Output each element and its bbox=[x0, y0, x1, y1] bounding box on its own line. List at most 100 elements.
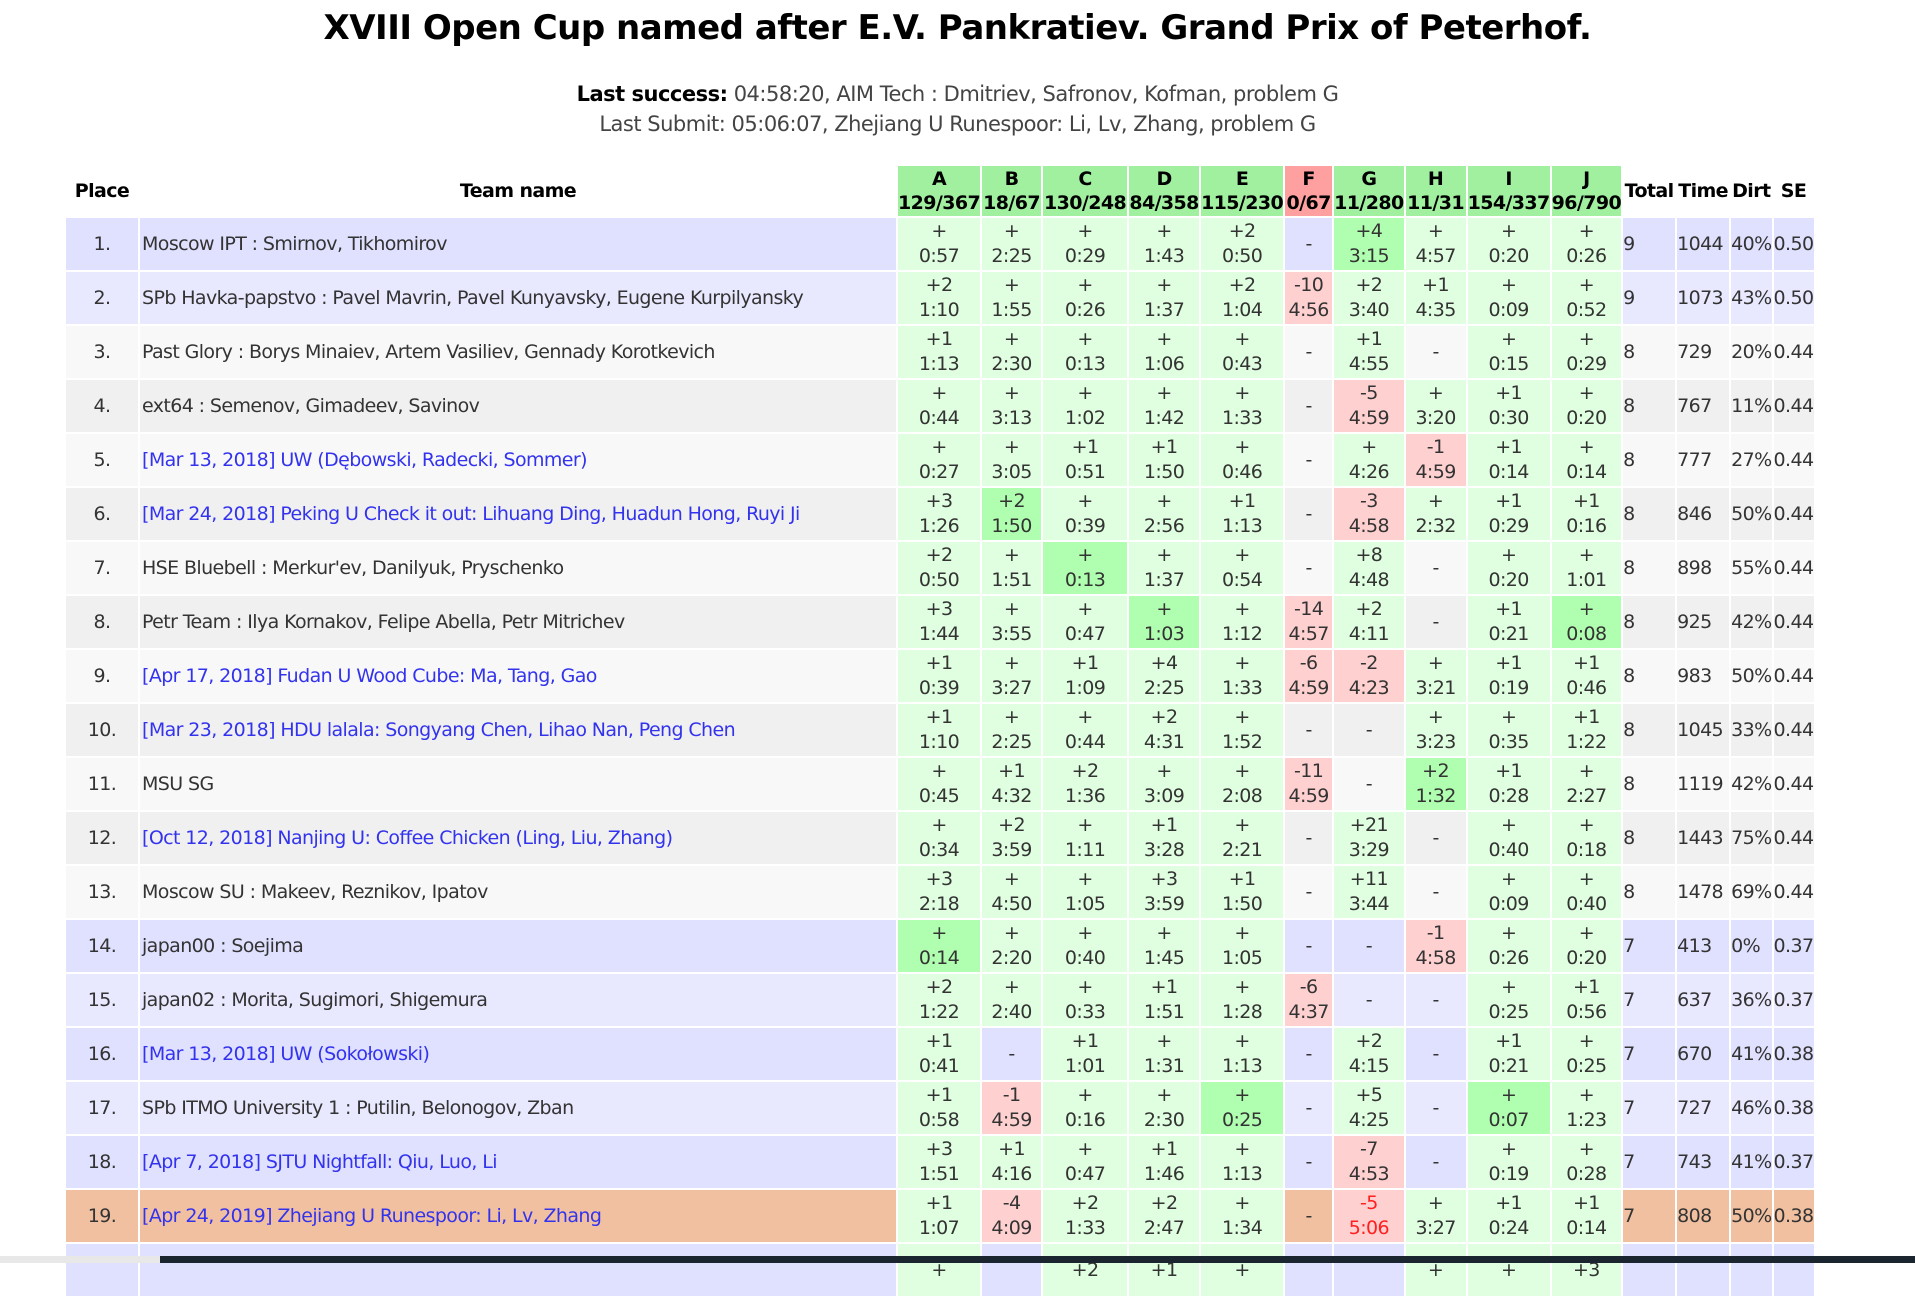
solve-time: 0:20 bbox=[1488, 569, 1529, 591]
attempts: + bbox=[1427, 1192, 1444, 1214]
result-cell-g: - bbox=[1334, 758, 1404, 810]
result-cell-f: -14 4:57 bbox=[1285, 596, 1333, 648]
problem-header-g[interactable]: G 11/280 bbox=[1334, 166, 1404, 216]
result-cell-j: +0:20 bbox=[1551, 920, 1622, 972]
result-cell-c: +1 1:09 bbox=[1043, 650, 1128, 702]
problem-stat: 11/31 bbox=[1407, 192, 1464, 214]
dirt-cell bbox=[1731, 1244, 1772, 1296]
attempts: + bbox=[931, 436, 947, 458]
solve-time: 0:29 bbox=[1064, 245, 1106, 267]
attempts: - bbox=[1305, 1204, 1312, 1227]
time-cell: 777 bbox=[1677, 434, 1730, 486]
result-cell-e: + bbox=[1201, 1244, 1284, 1296]
problem-header-j[interactable]: J 96/790 bbox=[1551, 166, 1622, 216]
result-cell-g: -3 4:58 bbox=[1334, 488, 1404, 540]
result-cell-i: +1 0:28 bbox=[1467, 758, 1550, 810]
problem-header-f[interactable]: F 0/67 bbox=[1285, 166, 1333, 216]
result-cell-c: +0:16 bbox=[1043, 1082, 1128, 1134]
solve-time: 1:13 bbox=[1221, 1163, 1263, 1185]
place-cell: 14. bbox=[66, 920, 138, 972]
result-cell-d: +2:56 bbox=[1129, 488, 1200, 540]
solve-time: 1:45 bbox=[1143, 947, 1185, 969]
attempts: +1 bbox=[1071, 1030, 1099, 1052]
problem-letter: J bbox=[1583, 168, 1590, 190]
time-cell: 670 bbox=[1677, 1028, 1730, 1080]
attempts: + bbox=[1156, 544, 1172, 566]
result-cell-c: +2 1:33 bbox=[1043, 1190, 1128, 1242]
result-cell-b: -1 4:59 bbox=[982, 1082, 1042, 1134]
attempts: + bbox=[1156, 598, 1172, 620]
solve-time: 0:41 bbox=[918, 1055, 960, 1077]
solve-time: 0:20 bbox=[1488, 245, 1529, 267]
result-cell-g: +2 4:15 bbox=[1334, 1028, 1404, 1080]
solve-time: 1:22 bbox=[1566, 731, 1607, 753]
result-cell-d: +2:30 bbox=[1129, 1082, 1200, 1134]
attempts: +1 bbox=[1228, 868, 1256, 890]
result-cell-f: - bbox=[1285, 1082, 1333, 1134]
time-cell: 1045 bbox=[1677, 704, 1730, 756]
problem-header-h[interactable]: H 11/31 bbox=[1405, 166, 1466, 216]
solve-time: 4:09 bbox=[991, 1217, 1032, 1239]
attempts: +1 bbox=[925, 1192, 953, 1214]
team-name-link[interactable]: [Mar 23, 2018] HDU lalala: Songyang Chen… bbox=[140, 704, 896, 756]
result-cell-g: -5 5:06 bbox=[1334, 1190, 1404, 1242]
result-cell-d: +3 3:59 bbox=[1129, 866, 1200, 918]
attempts: + bbox=[1156, 382, 1172, 404]
attempts: +2 bbox=[1150, 706, 1178, 728]
team-name: ext64 : Semenov, Gimadeev, Savinov bbox=[140, 380, 896, 432]
contest-title: XVIII Open Cup named after E.V. Pankrati… bbox=[323, 8, 1592, 48]
attempts: + bbox=[1578, 544, 1595, 566]
dirt-cell: 42% bbox=[1731, 596, 1772, 648]
solve-time: 0:16 bbox=[1064, 1109, 1106, 1131]
attempts: +1 bbox=[1228, 490, 1256, 512]
attempts: + bbox=[1500, 544, 1517, 566]
attempts: + bbox=[1234, 328, 1250, 350]
problem-header-d[interactable]: D 84/358 bbox=[1129, 166, 1199, 216]
attempts: + bbox=[1578, 436, 1595, 458]
team-name-link[interactable]: [Apr 17, 2018] Fudan U Wood Cube: Ma, Ta… bbox=[140, 650, 896, 702]
solve-time: 4:59 bbox=[1348, 407, 1390, 429]
solve-time: 2:20 bbox=[991, 947, 1032, 969]
team-name-link[interactable]: [Mar 13, 2018] UW (Dębowski, Radecki, So… bbox=[140, 434, 896, 486]
problem-stat: 154/337 bbox=[1467, 192, 1551, 214]
problem-header-i[interactable]: I 154/337 bbox=[1467, 166, 1551, 216]
horizontal-scrollbar[interactable] bbox=[0, 1256, 160, 1263]
solve-time: 1:22 bbox=[918, 1001, 960, 1023]
attempts: +1 bbox=[1355, 328, 1383, 350]
problem-header-e[interactable]: E 115/230 bbox=[1201, 166, 1284, 216]
problem-header-a[interactable]: A 129/367 bbox=[898, 166, 981, 216]
solve-time: 1:13 bbox=[1221, 515, 1263, 537]
result-cell-c: +0:40 bbox=[1043, 920, 1128, 972]
table-row: 7. HSE Bluebell : Merkur'ev, Danilyuk, Pr… bbox=[66, 542, 1814, 594]
solve-time: 2:27 bbox=[1566, 785, 1607, 807]
table-row: 2. SPb Havka-papstvo : Pavel Mavrin, Pave… bbox=[66, 272, 1814, 324]
table-row: 4. ext64 : Semenov, Gimadeev, Savinov +0:4… bbox=[66, 380, 1814, 432]
problem-header-b[interactable]: B 18/67 bbox=[982, 166, 1042, 216]
attempts: - bbox=[1305, 1042, 1312, 1065]
problem-header-c[interactable]: C 130/248 bbox=[1043, 166, 1128, 216]
problem-stat: 130/248 bbox=[1044, 192, 1127, 214]
attempts: -7 bbox=[1359, 1138, 1378, 1160]
team-name: SPb ITMO University 1 : Putilin, Belonog… bbox=[140, 1082, 896, 1134]
team-name-link[interactable]: [Oct 12, 2018] Nanjing U: Coffee Chicken… bbox=[140, 812, 896, 864]
solve-time: 1:13 bbox=[918, 353, 960, 375]
total-cell: 8 bbox=[1623, 326, 1676, 378]
solve-time: 0:44 bbox=[918, 407, 960, 429]
dirt-cell: 50% bbox=[1731, 488, 1772, 540]
total-cell: 8 bbox=[1623, 542, 1676, 594]
team-name-link[interactable]: [Apr 24, 2019] Zhejiang U Runespoor: Li,… bbox=[140, 1190, 896, 1242]
solve-time: 3:55 bbox=[991, 623, 1032, 645]
team-name-link[interactable]: [Mar 13, 2018] UW (Sokołowski) bbox=[140, 1028, 896, 1080]
attempts: - bbox=[1305, 232, 1312, 255]
team-name-link[interactable]: [Apr 7, 2018] SJTU Nightfall: Qiu, Luo, … bbox=[140, 1136, 896, 1188]
place-cell: 5. bbox=[66, 434, 138, 486]
place-cell: 17. bbox=[66, 1082, 138, 1134]
se-cell: 0.50 bbox=[1773, 272, 1814, 324]
team-name-link[interactable]: [Mar 24, 2018] Peking U Check it out: Li… bbox=[140, 488, 896, 540]
result-cell-e: +2 1:04 bbox=[1201, 272, 1284, 324]
table-row: 8. Petr Team : Ilya Kornakov, Felipe Abel… bbox=[66, 596, 1814, 648]
result-cell-e: +0:25 bbox=[1201, 1082, 1284, 1134]
attempts: + bbox=[1500, 706, 1517, 728]
attempts: - bbox=[1305, 880, 1312, 903]
attempts: +4 bbox=[1150, 652, 1178, 674]
